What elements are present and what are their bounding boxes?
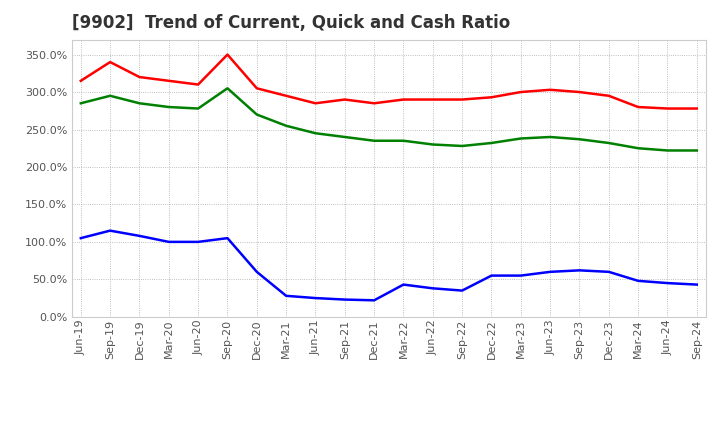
Current Ratio — [458, 97, 467, 102]
Cash Ratio — [487, 273, 496, 278]
Current Ratio — [487, 95, 496, 100]
Current Ratio — [370, 101, 379, 106]
Current Ratio — [546, 87, 554, 92]
Quick Ratio — [311, 131, 320, 136]
Quick Ratio — [399, 138, 408, 143]
Cash Ratio — [428, 286, 437, 291]
Cash Ratio — [546, 269, 554, 275]
Current Ratio — [253, 86, 261, 91]
Cash Ratio — [370, 298, 379, 303]
Current Ratio — [135, 74, 144, 80]
Quick Ratio — [516, 136, 525, 141]
Quick Ratio — [223, 86, 232, 91]
Line: Current Ratio: Current Ratio — [81, 55, 697, 109]
Quick Ratio — [194, 106, 202, 111]
Cash Ratio — [223, 235, 232, 241]
Quick Ratio — [282, 123, 290, 128]
Current Ratio — [693, 106, 701, 111]
Current Ratio — [194, 82, 202, 87]
Line: Cash Ratio: Cash Ratio — [81, 231, 697, 301]
Quick Ratio — [605, 140, 613, 146]
Cash Ratio — [458, 288, 467, 293]
Current Ratio — [605, 93, 613, 99]
Quick Ratio — [575, 136, 584, 142]
Cash Ratio — [634, 278, 642, 283]
Text: [9902]  Trend of Current, Quick and Cash Ratio: [9902] Trend of Current, Quick and Cash … — [72, 15, 510, 33]
Current Ratio — [76, 78, 85, 84]
Current Ratio — [634, 104, 642, 110]
Current Ratio — [106, 59, 114, 65]
Current Ratio — [399, 97, 408, 102]
Quick Ratio — [428, 142, 437, 147]
Quick Ratio — [370, 138, 379, 143]
Current Ratio — [341, 97, 349, 102]
Quick Ratio — [487, 140, 496, 146]
Current Ratio — [311, 101, 320, 106]
Current Ratio — [164, 78, 173, 84]
Quick Ratio — [458, 143, 467, 149]
Cash Ratio — [135, 233, 144, 238]
Cash Ratio — [575, 268, 584, 273]
Cash Ratio — [106, 228, 114, 233]
Current Ratio — [428, 97, 437, 102]
Cash Ratio — [693, 282, 701, 287]
Current Ratio — [282, 93, 290, 99]
Cash Ratio — [253, 269, 261, 275]
Cash Ratio — [76, 235, 85, 241]
Quick Ratio — [106, 93, 114, 99]
Current Ratio — [223, 52, 232, 57]
Quick Ratio — [634, 146, 642, 151]
Line: Quick Ratio: Quick Ratio — [81, 88, 697, 150]
Cash Ratio — [663, 280, 672, 286]
Quick Ratio — [76, 101, 85, 106]
Quick Ratio — [663, 148, 672, 153]
Quick Ratio — [693, 148, 701, 153]
Cash Ratio — [399, 282, 408, 287]
Cash Ratio — [311, 295, 320, 301]
Quick Ratio — [341, 134, 349, 139]
Quick Ratio — [546, 134, 554, 139]
Current Ratio — [575, 89, 584, 95]
Current Ratio — [516, 89, 525, 95]
Cash Ratio — [341, 297, 349, 302]
Cash Ratio — [516, 273, 525, 278]
Cash Ratio — [282, 293, 290, 298]
Cash Ratio — [194, 239, 202, 245]
Quick Ratio — [164, 104, 173, 110]
Current Ratio — [663, 106, 672, 111]
Cash Ratio — [605, 269, 613, 275]
Cash Ratio — [164, 239, 173, 245]
Quick Ratio — [253, 112, 261, 117]
Quick Ratio — [135, 101, 144, 106]
